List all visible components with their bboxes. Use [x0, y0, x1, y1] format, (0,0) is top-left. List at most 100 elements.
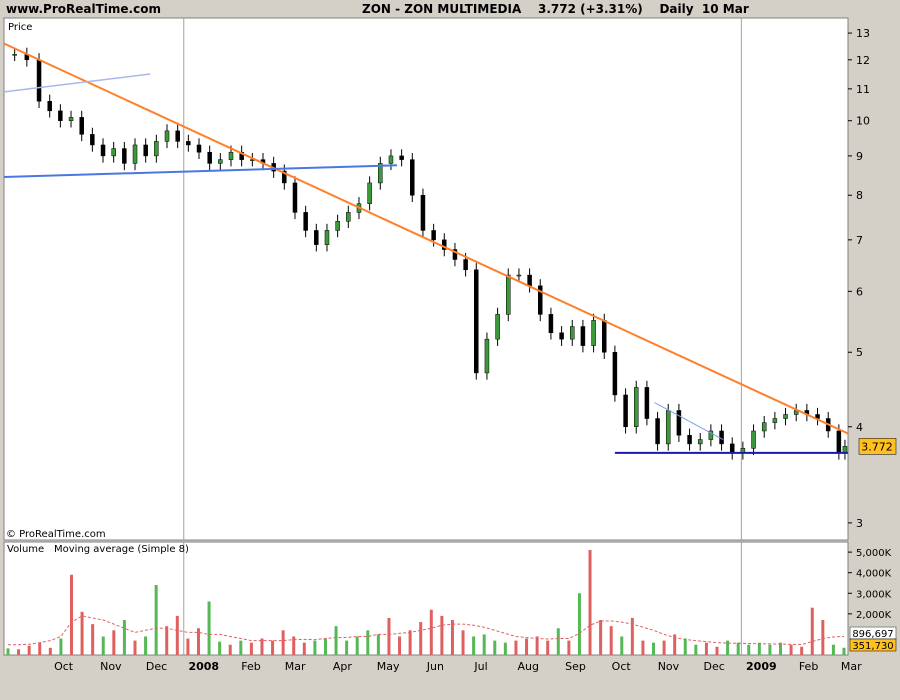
ma-line — [8, 615, 845, 646]
candle — [420, 194, 426, 231]
candle — [90, 134, 95, 146]
candle — [36, 59, 42, 102]
candle — [410, 159, 415, 196]
candle — [601, 320, 607, 353]
vol-y-tick-label: 4,000K — [856, 569, 892, 580]
candle — [665, 410, 671, 445]
candle — [346, 212, 351, 222]
candle — [68, 117, 74, 121]
candle — [708, 430, 714, 440]
y-tick-label: 7 — [856, 234, 863, 247]
candle — [538, 285, 543, 315]
y-tick-label: 13 — [856, 27, 870, 40]
x-tick-label: Jun — [426, 660, 444, 673]
x-tick-label: Jul — [473, 660, 487, 673]
x-tick-label: Dec — [703, 660, 724, 673]
candle — [623, 394, 628, 428]
candle — [218, 159, 223, 164]
candle — [548, 314, 554, 334]
candle — [324, 230, 330, 245]
candle — [836, 430, 842, 454]
site-url[interactable]: www.ProRealTime.com — [6, 2, 161, 16]
candle — [207, 151, 212, 164]
candle — [303, 212, 308, 231]
candle — [697, 439, 703, 445]
y-tick-label: 3 — [856, 517, 863, 530]
y-tick-label: 8 — [856, 189, 863, 202]
x-tick-label: Nov — [100, 660, 122, 673]
y-tick-label: 4 — [856, 421, 863, 434]
price-panel — [3, 17, 849, 541]
candle — [292, 182, 298, 213]
y-tick-label: 10 — [856, 115, 870, 128]
candle — [314, 230, 319, 245]
candle — [687, 434, 692, 445]
trendline-support-2008 — [3, 164, 398, 178]
candle — [761, 422, 767, 432]
candle — [463, 259, 468, 271]
candle — [154, 141, 159, 157]
candle — [772, 418, 778, 423]
candle — [431, 230, 436, 241]
candle — [516, 274, 522, 277]
candle — [527, 274, 532, 287]
candle — [474, 269, 479, 374]
candle — [100, 144, 106, 157]
candle — [122, 148, 127, 164]
trendline-upper-2007 — [3, 73, 151, 93]
x-tick-label: Aug — [518, 660, 539, 673]
x-tick-label: Mar — [841, 660, 862, 673]
y-tick-label: 5 — [856, 346, 863, 359]
candle — [484, 338, 490, 374]
trendline-resistance — [3, 42, 849, 435]
candle — [164, 130, 170, 142]
x-tick-label: 2008 — [188, 660, 219, 673]
candle — [239, 151, 244, 160]
candle — [12, 54, 17, 56]
candle — [196, 144, 202, 153]
candle — [783, 414, 788, 419]
trendline-minor — [654, 402, 724, 440]
candle — [282, 170, 287, 184]
chart-title: ZON - ZON MULTIMEDIA 3.772 (+3.31%) Dail… — [362, 2, 749, 16]
candle — [58, 110, 63, 121]
candle — [388, 155, 394, 164]
vol-y-tick-label: 5,000K — [856, 548, 892, 559]
volume-label: Volume — [7, 544, 44, 555]
candle — [47, 100, 52, 112]
chart-header: www.ProRealTime.com ZON - ZON MULTIMEDIA… — [0, 0, 900, 18]
y-tick-label: 11 — [856, 83, 870, 96]
candle — [506, 274, 511, 315]
x-tick-label: Oct — [612, 660, 632, 673]
vol-value-badge — [849, 638, 897, 652]
x-tick-label: Nov — [658, 660, 680, 673]
last-price-badge — [858, 438, 897, 455]
ma-label: Moving average (Simple 8) — [54, 544, 189, 555]
vol-y-tick-label: 2,000K — [856, 610, 892, 621]
candle — [335, 221, 340, 231]
x-tick-label: Sep — [565, 660, 586, 673]
x-tick-label: Dec — [146, 660, 167, 673]
candle — [378, 163, 383, 184]
vol-value: 351,730 — [852, 641, 893, 652]
candle — [132, 144, 138, 164]
candle — [612, 351, 618, 396]
x-tick-label: Mar — [285, 660, 306, 673]
price-label: Price — [8, 22, 32, 33]
candle — [570, 326, 575, 340]
x-tick-label: May — [377, 660, 400, 673]
candle — [399, 155, 404, 160]
y-tick-label: 9 — [856, 150, 863, 163]
candle — [751, 430, 756, 449]
candle — [143, 144, 148, 157]
x-tick-label: Feb — [799, 660, 818, 673]
ma-value: 896,697 — [852, 629, 893, 640]
candle — [111, 148, 116, 157]
last-price-label: 3.772 — [861, 440, 893, 453]
candle — [79, 117, 84, 135]
candle — [228, 151, 234, 160]
y-tick-label: 6 — [856, 285, 863, 298]
x-tick-label: Apr — [333, 660, 353, 673]
candle — [186, 141, 191, 146]
